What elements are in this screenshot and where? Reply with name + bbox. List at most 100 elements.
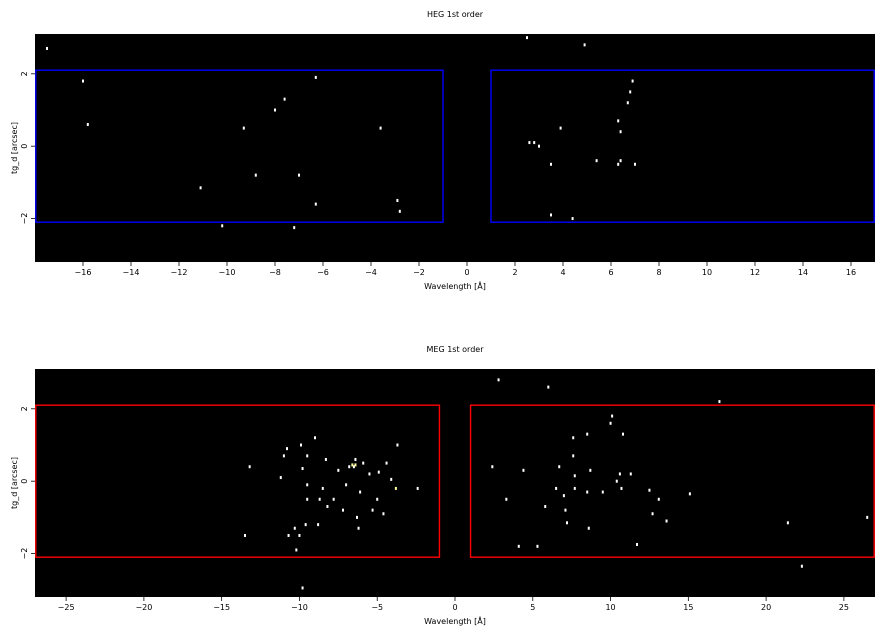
meg-point — [348, 465, 351, 469]
meg-regions — [35, 404, 875, 558]
heg-point — [634, 162, 636, 166]
heg-point — [199, 186, 202, 190]
meg-point — [544, 505, 547, 509]
heg-x-axis: −16 −14 −12 −10 −8 −6 −4 −2 0 2 4 6 8 10 12 14 16 — [75, 262, 856, 277]
meg-point — [651, 512, 654, 516]
heg-point — [293, 226, 296, 230]
heg-point — [595, 159, 598, 163]
meg-point — [396, 443, 399, 447]
meg-point — [615, 479, 618, 483]
meg-point — [352, 465, 355, 469]
heg-point — [626, 101, 629, 105]
meg-x-tick-label: −20 — [135, 603, 152, 612]
meg-point — [505, 497, 508, 501]
meg-point — [244, 533, 246, 537]
meg-point — [572, 454, 575, 458]
meg-x-tick-label: 10 — [605, 603, 615, 612]
meg-point — [357, 526, 360, 530]
heg-panel: HEG 1st order −16 −14 −12 −10 −8 −6 −4 −2 0 2 4 6 8 1… — [10, 10, 875, 291]
heg-x-tick-label: −12 — [171, 268, 188, 277]
meg-point — [866, 515, 869, 519]
meg-x-tick-label: −5 — [371, 603, 383, 612]
meg-title: MEG 1st order — [427, 345, 485, 354]
meg-y-axis: −2 0 2 — [20, 406, 35, 559]
meg-point — [318, 497, 321, 501]
heg-plot-area — [35, 34, 875, 262]
heg-point — [619, 130, 622, 134]
heg-point — [571, 217, 574, 221]
meg-point — [589, 468, 592, 472]
meg-x-tick-label: −25 — [58, 603, 75, 612]
meg-point — [800, 564, 803, 568]
meg-x-tick-label: −15 — [213, 603, 230, 612]
meg-point — [282, 454, 285, 458]
meg-point — [629, 472, 632, 476]
meg-point — [587, 526, 590, 530]
meg-x-tick-label: 20 — [761, 603, 771, 612]
heg-x-tick-label: −4 — [365, 268, 377, 277]
meg-point — [390, 477, 393, 481]
meg-region-1 — [469, 404, 875, 558]
meg-point — [382, 512, 385, 516]
meg-point — [324, 457, 327, 461]
meg-point — [522, 468, 525, 472]
meg-point — [317, 523, 320, 527]
heg-point — [283, 97, 286, 101]
meg-point — [306, 454, 309, 458]
meg-point-highlight — [394, 486, 397, 490]
meg-point — [345, 483, 348, 487]
heg-point — [396, 198, 399, 202]
meg-point — [536, 544, 539, 548]
meg-point — [377, 470, 380, 474]
meg-point-highlight — [351, 463, 354, 467]
meg-point — [314, 436, 316, 440]
meg-point — [491, 465, 494, 469]
meg-points — [244, 378, 869, 590]
heg-y-axis: −2 0 2 — [20, 71, 35, 224]
heg-point — [629, 90, 632, 94]
meg-point — [688, 492, 691, 496]
heg-point — [559, 126, 562, 130]
heg-points — [46, 36, 636, 230]
heg-x-tick-label: 8 — [656, 268, 661, 277]
heg-point — [314, 202, 317, 206]
meg-point — [573, 486, 576, 490]
heg-point — [550, 213, 552, 217]
meg-point — [618, 472, 621, 476]
meg-region-0 — [35, 404, 441, 558]
meg-point — [362, 461, 365, 465]
meg-panel: MEG 1st order −25 −20 −15 −10 −5 0 5 10 15 20 25 −… — [10, 345, 875, 626]
meg-point-highlight — [354, 463, 357, 467]
meg-point — [636, 543, 638, 547]
meg-point — [301, 467, 304, 471]
meg-x-tick-label: −10 — [291, 603, 308, 612]
meg-point — [620, 486, 623, 490]
meg-point — [657, 497, 660, 501]
heg-x-tick-label: 0 — [464, 268, 469, 277]
meg-point — [558, 465, 561, 469]
meg-point — [287, 533, 290, 537]
heg-x-tick-label: −16 — [75, 268, 92, 277]
meg-point — [321, 486, 324, 490]
heg-point — [528, 141, 531, 145]
meg-point — [295, 548, 298, 552]
meg-point — [368, 472, 371, 476]
heg-point — [617, 119, 620, 123]
meg-x-tick-label: 15 — [683, 603, 693, 612]
heg-y-tick-label: −2 — [20, 213, 29, 225]
meg-point — [332, 497, 335, 501]
heg-region-1 — [490, 69, 875, 223]
meg-point — [306, 497, 309, 501]
heg-point — [242, 126, 245, 130]
meg-x-axis: −25 −20 −15 −10 −5 0 5 10 15 20 25 — [58, 597, 849, 612]
meg-point — [337, 468, 340, 472]
heg-x-tick-label: 4 — [560, 268, 565, 277]
meg-point — [298, 533, 301, 537]
meg-x-label: Wavelength [Å] — [424, 615, 486, 626]
meg-point — [326, 505, 329, 509]
meg-point — [385, 461, 388, 465]
heg-x-tick-label: 10 — [702, 268, 712, 277]
heg-point — [538, 144, 540, 148]
meg-y-label: tg_d [arcsec] — [10, 457, 19, 509]
